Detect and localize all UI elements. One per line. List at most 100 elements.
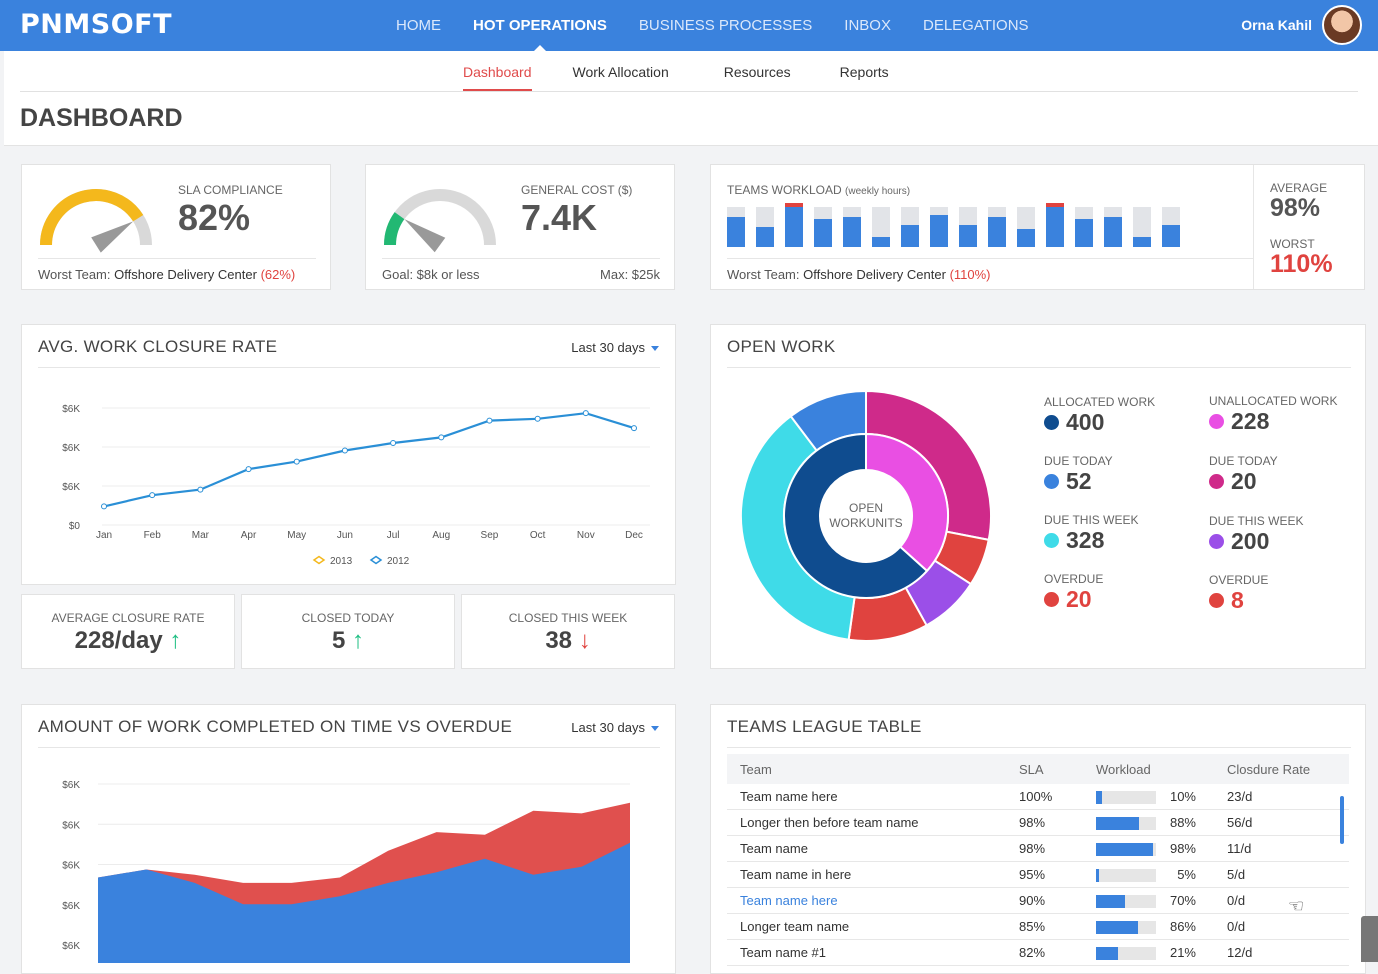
nav-delegations[interactable]: DELEGATIONS (922, 17, 1029, 34)
data-point[interactable] (438, 434, 445, 441)
data-point[interactable] (390, 440, 397, 446)
team-name: Team name here (727, 784, 1006, 810)
gauge-needle (91, 221, 134, 253)
open-work-title: OPEN WORK (727, 337, 836, 356)
team-rate: 5/d (1214, 861, 1349, 888)
legend-label[interactable]: 2013 (330, 556, 353, 567)
workload-bar (727, 207, 745, 247)
gauge-fill (383, 212, 405, 246)
avatar[interactable] (1322, 5, 1362, 45)
col-workload[interactable]: Workload (1083, 754, 1214, 784)
data-point[interactable] (631, 425, 637, 432)
completed-range-dropdown[interactable]: Last 30 days (571, 720, 659, 735)
tab-resources[interactable]: Resources (723, 64, 791, 80)
workload-bar (1104, 207, 1122, 247)
user-menu[interactable]: Orna Kahil (1241, 5, 1362, 45)
data-point[interactable] (197, 486, 204, 493)
y-tick-label: $6K (62, 901, 80, 912)
average-value: 98% (1270, 194, 1321, 222)
workload-bar (959, 207, 977, 247)
legend-dot (1209, 474, 1224, 489)
workload-bar-fill (1096, 791, 1102, 805)
nav-inbox[interactable]: INBOX (844, 17, 891, 34)
table-scrollbar[interactable] (1340, 796, 1344, 844)
nav-business-processes[interactable]: BUSINESS PROCESSES (638, 17, 813, 34)
data-point[interactable] (486, 417, 493, 424)
workload-bar-fill (1096, 947, 1118, 961)
chevron-down-icon (651, 346, 659, 352)
workload-bar (1017, 207, 1035, 247)
table-row[interactable]: Team name here 100% 10% 23/d (727, 784, 1349, 810)
user-name[interactable]: Orna Kahil (1241, 17, 1312, 33)
workload-bar (1096, 947, 1156, 961)
x-tick-label: Mar (192, 530, 210, 541)
table-row[interactable]: Longer then before team name 98% 88% 56/d (727, 809, 1349, 836)
closure-rate-card: AVG. WORK CLOSURE RATE Last 30 days $6K $… (21, 324, 676, 585)
stat-label: ALLOCATED WORK (1044, 395, 1156, 409)
sla-worst-team: Worst Team: Offshore Delivery Center (62… (38, 267, 295, 282)
y-tick-label: $6K (62, 820, 80, 831)
nav-home[interactable]: HOME (396, 17, 441, 34)
table-row[interactable]: Team name here 90% 70% 0/d (727, 887, 1349, 914)
nav-hot-operations[interactable]: HOT OPERATIONS (457, 0, 623, 51)
workload-bar-fill (1096, 817, 1139, 831)
worst-team-name: Offshore Delivery Center (803, 267, 946, 282)
workload-bar (1075, 207, 1093, 247)
y-tick-label: $6K (62, 404, 80, 415)
divider (382, 258, 660, 259)
x-tick-label: Oct (530, 530, 546, 541)
closure-range-dropdown[interactable]: Last 30 days (571, 340, 659, 355)
workload-bar (1096, 817, 1156, 831)
tab-work-allocation[interactable]: Work Allocation (572, 64, 669, 80)
data-point[interactable] (341, 447, 348, 454)
workload-pct: 5% (1177, 866, 1196, 882)
stat-label: DUE TODAY (1044, 454, 1113, 468)
col-rate[interactable]: Closdure Rate (1214, 754, 1349, 784)
workload-bar (901, 207, 919, 247)
team-workload: 98% (1083, 835, 1214, 862)
data-point[interactable] (582, 410, 589, 417)
stat-value: 228 (1231, 408, 1270, 434)
stat-due-week: DUE THIS WEEK 328 (1044, 513, 1138, 554)
series-area-on-time[interactable] (98, 842, 630, 963)
scroll-handle[interactable] (1361, 916, 1378, 962)
team-rate: 0/d (1214, 887, 1349, 914)
legend-label[interactable]: 2012 (387, 556, 410, 567)
workload-sublabel: (weekly hours) (845, 186, 911, 197)
data-point[interactable] (149, 492, 156, 499)
workload-bar-fill (756, 227, 774, 247)
team-workload: 88% (1083, 809, 1214, 836)
sla-label: SLA COMPLIANCE (178, 183, 283, 197)
team-name: Team name (727, 835, 1006, 862)
data-point[interactable] (101, 503, 107, 510)
table-row[interactable]: Team name 98% 98% 11/d (727, 835, 1349, 862)
workload-bar-fill (959, 225, 977, 247)
tab-reports[interactable]: Reports (839, 64, 889, 80)
table-row[interactable]: Longer team name 85% 86% 0/d (727, 913, 1349, 940)
open-work-card: OPEN WORK OPEN WORKUNITS ALLOCATED WORK 4… (710, 324, 1366, 669)
brand-logo[interactable]: PNMSOFT (20, 9, 173, 40)
data-point[interactable] (534, 415, 541, 422)
divider (38, 747, 660, 748)
completed-title: AMOUNT OF WORK COMPLETED ON TIME VS OVER… (38, 717, 513, 736)
table-row[interactable]: Team name in here 95% 5% 5/d (727, 861, 1349, 888)
chevron-down-icon (651, 726, 659, 732)
workload-bar (1096, 921, 1156, 935)
col-sla[interactable]: SLA (1006, 754, 1083, 784)
team-rate: 23/d (1214, 784, 1349, 810)
col-team[interactable]: Team (727, 754, 1006, 784)
donut-slice-allocated[interactable] (783, 432, 929, 599)
donut-slice-unallocated[interactable] (865, 432, 949, 573)
workload-bar-fill (1075, 219, 1093, 247)
workload-bar (988, 207, 1006, 247)
team-rate: 56/d (1214, 809, 1349, 836)
workload-bar (843, 207, 861, 247)
value: 5 (331, 627, 346, 654)
data-point[interactable] (245, 466, 252, 473)
workload-bar-fill (988, 217, 1006, 247)
data-point[interactable] (293, 458, 300, 465)
tab-dashboard[interactable]: Dashboard (463, 51, 532, 92)
hand-cursor-icon: ☜ (1288, 896, 1305, 916)
worst-label: WORST (1270, 237, 1315, 251)
team-name[interactable]: Team name here (727, 887, 1006, 914)
